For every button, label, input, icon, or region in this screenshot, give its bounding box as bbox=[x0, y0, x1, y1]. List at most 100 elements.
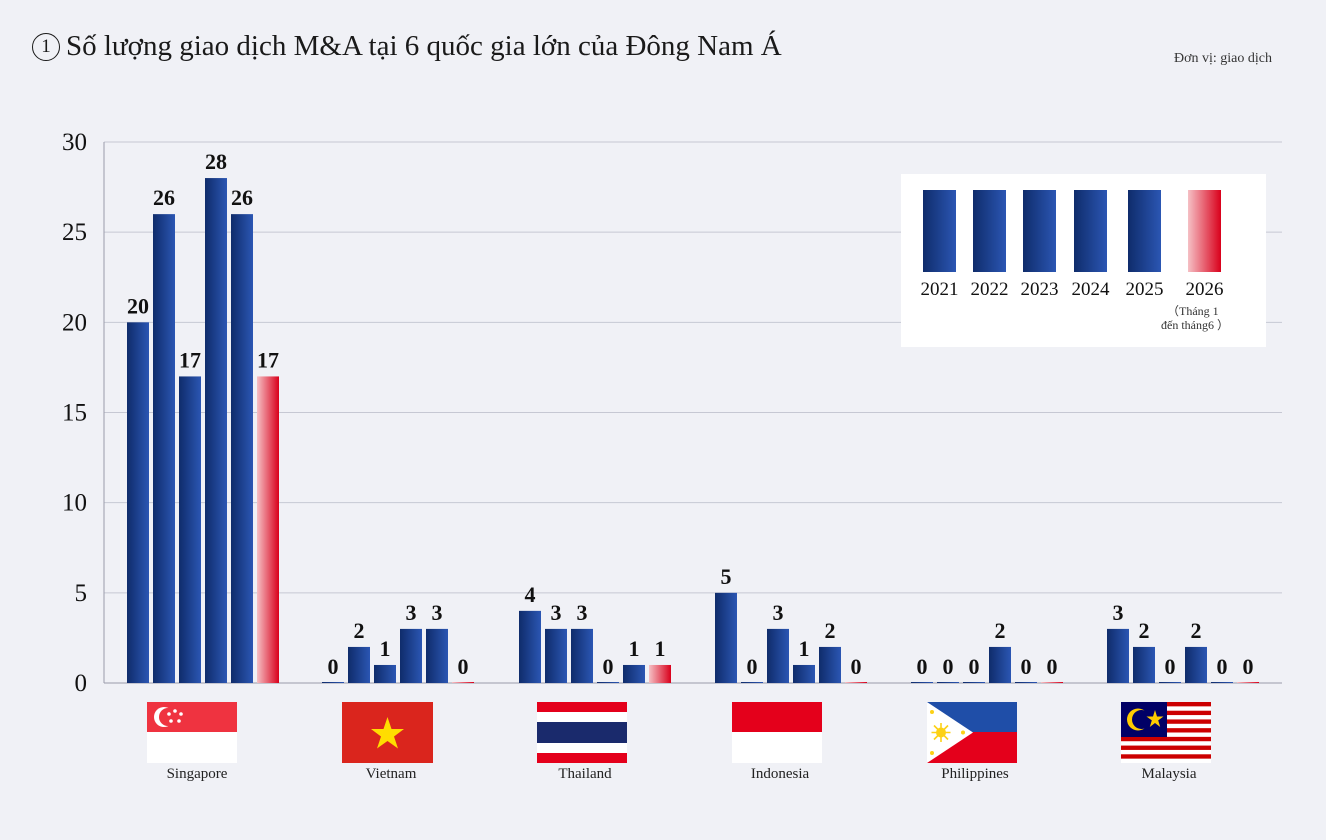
data-label: 0 bbox=[969, 654, 980, 679]
data-label: 0 bbox=[851, 654, 862, 679]
bar-thailand-2022 bbox=[545, 628, 567, 683]
bar-malaysia-2023 bbox=[1159, 682, 1181, 683]
legend-label-2025: 2025 bbox=[1126, 279, 1164, 300]
data-label: 17 bbox=[179, 347, 201, 372]
legend-note-line-1: （Tháng 1 bbox=[1167, 304, 1219, 318]
bar-vietnam-2024 bbox=[400, 628, 422, 683]
legend-swatches: 2021 2022 2023 2024 2025 2026 bbox=[921, 190, 1224, 300]
country-label-malaysia: Malaysia bbox=[1141, 766, 1197, 782]
bar-philippines-2025 bbox=[1015, 682, 1037, 683]
legend-label-2022: 2022 bbox=[971, 279, 1009, 300]
bar-indonesia-2021 bbox=[715, 592, 737, 683]
data-label: 2 bbox=[354, 618, 365, 643]
bar-vietnam-2026 bbox=[452, 682, 474, 683]
data-label: 0 bbox=[747, 654, 758, 679]
data-label: 26 bbox=[231, 185, 253, 210]
country-label-philippines: Philippines bbox=[941, 766, 1009, 782]
singapore-flag bbox=[147, 702, 237, 763]
legend-swatch-2024 bbox=[1074, 190, 1107, 272]
bar-philippines-2023 bbox=[963, 682, 985, 683]
bar-malaysia-2025 bbox=[1211, 682, 1233, 683]
legend-swatch-2023 bbox=[1023, 190, 1056, 272]
chart-title: 1 Số lượng giao dịch M&A tại 6 quốc gia l… bbox=[32, 30, 782, 63]
bar-singapore-2023 bbox=[179, 376, 201, 683]
y-tick-label: 25 bbox=[62, 219, 87, 246]
vietnam-flag bbox=[342, 702, 433, 763]
malaysia-flag bbox=[1121, 702, 1211, 763]
y-axis-ticks: 0 5 10 15 20 25 30 bbox=[62, 129, 87, 697]
data-label: 3 bbox=[432, 600, 443, 625]
bar-singapore-2022 bbox=[153, 214, 175, 683]
legend-swatch-2025 bbox=[1128, 190, 1161, 272]
bar-indonesia-2025 bbox=[819, 646, 841, 683]
data-label: 0 bbox=[1165, 654, 1176, 679]
legend-note-line-2: đến tháng6 ） bbox=[1161, 318, 1229, 332]
bar-thailand-2021 bbox=[519, 610, 541, 683]
title-text: Số lượng giao dịch M&A tại 6 quốc gia lớ… bbox=[66, 30, 782, 62]
data-label: 2 bbox=[825, 618, 836, 643]
unit-label: Đơn vị: giao dịch bbox=[1174, 51, 1272, 66]
bar-vietnam-2021 bbox=[322, 682, 344, 683]
legend-swatch-2022 bbox=[973, 190, 1006, 272]
country-label-indonesia: Indonesia bbox=[750, 766, 810, 782]
bars bbox=[127, 178, 1259, 684]
y-tick-label: 10 bbox=[62, 490, 87, 517]
legend-note: （Tháng 1 đến tháng6 ） bbox=[1161, 304, 1261, 332]
data-label: 26 bbox=[153, 185, 175, 210]
legend-swatch-2021 bbox=[923, 190, 956, 272]
country-label-thailand: Thailand bbox=[558, 766, 612, 782]
bar-vietnam-2023 bbox=[374, 664, 396, 683]
philippines-flag bbox=[927, 702, 1017, 763]
data-label: 4 bbox=[525, 582, 536, 607]
data-label: 3 bbox=[577, 600, 588, 625]
title-number-badge: 1 bbox=[32, 33, 60, 61]
data-label: 1 bbox=[799, 636, 810, 661]
bar-indonesia-2026 bbox=[845, 682, 867, 683]
bar-singapore-2026 bbox=[257, 376, 279, 683]
y-tick-label: 15 bbox=[62, 400, 87, 427]
data-label: 3 bbox=[773, 600, 784, 625]
data-label: 28 bbox=[205, 149, 227, 174]
bar-indonesia-2023 bbox=[767, 628, 789, 683]
bar-philippines-2021 bbox=[911, 682, 933, 683]
data-label: 0 bbox=[328, 654, 339, 679]
data-label: 20 bbox=[127, 293, 149, 318]
bar-thailand-2026 bbox=[649, 664, 671, 683]
bar-thailand-2025 bbox=[623, 664, 645, 683]
data-label: 2 bbox=[995, 618, 1006, 643]
legend-swatch-2026 bbox=[1188, 190, 1221, 272]
data-label: 0 bbox=[458, 654, 469, 679]
data-label: 2 bbox=[1139, 618, 1150, 643]
data-label: 0 bbox=[1021, 654, 1032, 679]
legend-label-2026: 2026 bbox=[1186, 279, 1224, 300]
y-tick-label: 20 bbox=[62, 309, 87, 336]
data-label: 2 bbox=[1191, 618, 1202, 643]
data-label: 0 bbox=[943, 654, 954, 679]
bar-philippines-2022 bbox=[937, 682, 959, 683]
thailand-flag bbox=[537, 702, 627, 763]
bar-philippines-2024 bbox=[989, 646, 1011, 683]
data-label: 5 bbox=[721, 564, 732, 589]
data-label: 0 bbox=[1217, 654, 1228, 679]
bar-vietnam-2025 bbox=[426, 628, 448, 683]
y-tick-label: 30 bbox=[62, 129, 87, 156]
country-label-vietnam: Vietnam bbox=[365, 766, 417, 782]
bar-indonesia-2024 bbox=[793, 664, 815, 683]
y-tick-label: 0 bbox=[75, 670, 88, 697]
indonesia-flag bbox=[732, 702, 822, 763]
bar-philippines-2026 bbox=[1041, 682, 1063, 683]
bar-vietnam-2022 bbox=[348, 646, 370, 683]
data-label: 0 bbox=[603, 654, 614, 679]
y-tick-label: 5 bbox=[75, 580, 88, 607]
bar-indonesia-2022 bbox=[741, 682, 763, 683]
data-label: 0 bbox=[1243, 654, 1254, 679]
data-label: 1 bbox=[655, 636, 666, 661]
data-label: 17 bbox=[257, 347, 279, 372]
data-label: 3 bbox=[406, 600, 417, 625]
bar-singapore-2025 bbox=[231, 214, 253, 683]
bar-singapore-2024 bbox=[205, 178, 227, 684]
data-label: 3 bbox=[1113, 600, 1124, 625]
bar-malaysia-2021 bbox=[1107, 628, 1129, 683]
legend-label-2021: 2021 bbox=[921, 279, 959, 300]
data-label: 1 bbox=[629, 636, 640, 661]
